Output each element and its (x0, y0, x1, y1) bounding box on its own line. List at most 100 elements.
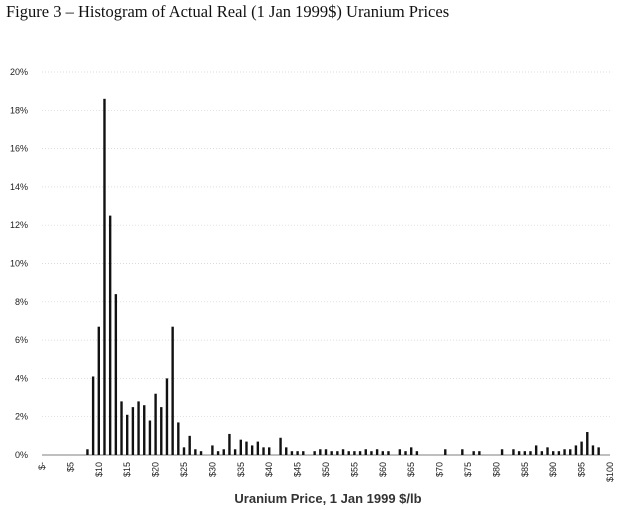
histogram-bar (114, 294, 118, 455)
histogram-bar (165, 378, 169, 455)
y-tick-label: 2% (15, 412, 28, 422)
histogram-bar (91, 376, 95, 455)
histogram-bar (586, 432, 589, 455)
histogram-bar (500, 449, 504, 455)
histogram-bar (268, 447, 271, 455)
histogram-bar (591, 445, 595, 455)
x-tick-label: $60 (378, 462, 388, 477)
histogram-bar (523, 451, 526, 455)
histogram-bar (546, 447, 549, 455)
histogram-bar (279, 437, 282, 455)
histogram-bar (120, 401, 123, 455)
gridlines (42, 71, 610, 418)
x-axis-label: Uranium Price, 1 Jan 1999 $/lb (234, 491, 421, 506)
histogram-bar (410, 447, 413, 455)
x-tick-label: $25 (179, 462, 189, 477)
histogram-bar (574, 445, 578, 455)
y-axis-tick-labels: 0% 2% 4% 6% 8% 10% 12% 14% 16% 18% 20% (10, 67, 28, 460)
histogram-bar (160, 407, 163, 455)
histogram-bar (580, 441, 583, 455)
histogram-bar (319, 449, 322, 455)
histogram-bar (194, 449, 197, 455)
histogram-bar (517, 451, 521, 455)
histogram-bar (108, 215, 112, 455)
histogram-bar (597, 447, 600, 455)
histogram-bar (199, 451, 203, 455)
histogram-bar (228, 433, 231, 455)
histogram-bar (239, 439, 242, 455)
x-tick-label: $20 (151, 462, 161, 477)
histogram-bar (461, 449, 464, 455)
histogram-bar (330, 451, 333, 455)
x-tick-label: $- (37, 462, 47, 470)
x-tick-label: $5 (65, 462, 75, 472)
histogram-bar (233, 449, 237, 455)
x-tick-label: $95 (577, 462, 587, 477)
histogram-bar (472, 451, 475, 455)
y-tick-label: 16% (10, 144, 28, 154)
x-tick-label: $10 (94, 462, 104, 477)
histogram-bar (370, 451, 373, 455)
histogram-bar (171, 326, 174, 455)
histogram-bar (97, 326, 100, 455)
histogram-bar (296, 451, 299, 455)
histogram-bar (103, 98, 106, 455)
histogram-bar (290, 451, 294, 455)
histogram-bar (137, 401, 140, 455)
y-tick-label: 20% (10, 67, 28, 77)
histogram-bar (86, 449, 89, 455)
histogram-bar (358, 451, 362, 455)
histogram-bar (131, 407, 135, 455)
x-tick-label: $55 (349, 462, 359, 477)
histogram-bar (534, 445, 538, 455)
histogram-bar (353, 451, 356, 455)
histogram-bar (262, 447, 265, 455)
x-tick-label: $45 (293, 462, 303, 477)
histogram-bar (222, 449, 225, 455)
histogram-bar (569, 449, 572, 455)
histogram-bar (404, 451, 407, 455)
histogram-bar (256, 441, 260, 455)
x-tick-label: $80 (491, 462, 501, 477)
histogram-bar (552, 451, 555, 455)
histogram-bar (415, 451, 419, 455)
y-tick-label: 18% (10, 105, 28, 115)
histogram-bar (324, 449, 328, 455)
histogram-bar (336, 451, 339, 455)
y-tick-label: 6% (15, 335, 28, 345)
histogram-bar (341, 449, 345, 455)
histogram-bar (148, 420, 152, 455)
histogram-bar (250, 445, 254, 455)
histogram-bar (313, 451, 316, 455)
histogram-bar (512, 449, 515, 455)
histogram-bar (375, 449, 379, 455)
x-tick-label: $15 (122, 462, 132, 477)
histogram-bar (245, 441, 248, 455)
x-axis-tick-labels: $- $5 $10 $15 $20 $25 $30 $35 $40 $45 $50 $55 $60 $65… (37, 462, 615, 482)
x-tick-label: $75 (463, 462, 473, 477)
histogram-bar (347, 451, 350, 455)
histogram-bar (557, 451, 561, 455)
histogram-bar (302, 451, 305, 455)
histogram-bar (211, 445, 214, 455)
x-tick-label: $100 (605, 462, 615, 482)
y-tick-label: 4% (15, 373, 28, 383)
y-tick-label: 10% (10, 259, 28, 269)
x-tick-label: $35 (236, 462, 246, 477)
histogram-bar (143, 405, 146, 455)
histogram-bar (285, 447, 288, 455)
histogram-bar (381, 451, 384, 455)
y-tick-label: 12% (10, 220, 28, 230)
histogram-bar (398, 449, 402, 455)
histogram-bar (182, 447, 186, 455)
x-tick-label: $70 (435, 462, 445, 477)
histogram-bar (387, 451, 390, 455)
x-tick-label: $65 (406, 462, 416, 477)
x-tick-label: $40 (264, 462, 274, 477)
histogram-bar (364, 449, 367, 455)
histogram-bar (188, 435, 191, 455)
x-tick-label: $90 (548, 462, 558, 477)
y-tick-label: 0% (15, 450, 28, 460)
bar-series (86, 98, 600, 455)
